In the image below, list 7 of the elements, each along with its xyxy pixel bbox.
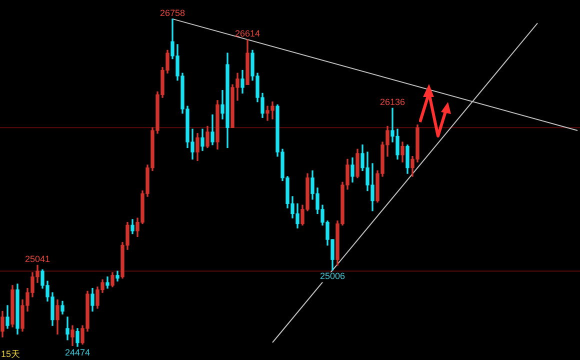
annotation: 26136 (380, 97, 406, 108)
annotation: 26614 (234, 28, 260, 39)
annotation: 25041 (24, 254, 50, 264)
annotation: 15天 (1, 348, 20, 359)
annotation: 25006 (320, 271, 346, 282)
annotation: 24474 (64, 348, 90, 358)
annotation: 26758 (160, 8, 186, 18)
